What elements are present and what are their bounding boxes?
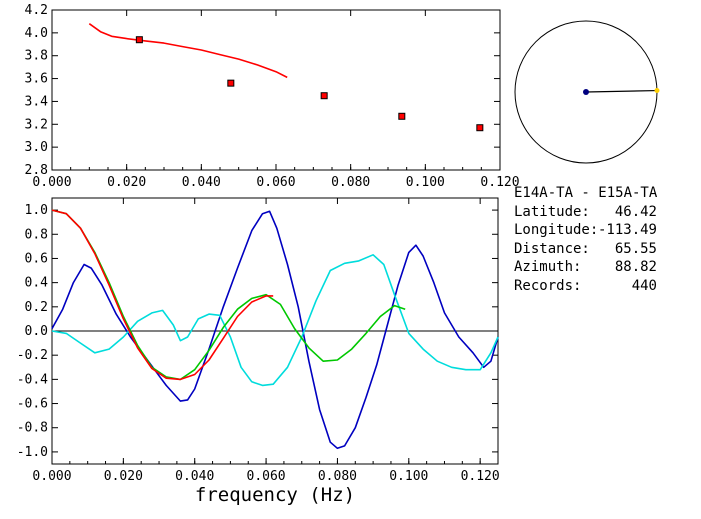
- y-tick-label: 4.2: [25, 3, 48, 18]
- data-point: [398, 112, 406, 120]
- y-tick-label: 0.0: [25, 324, 48, 339]
- y-tick-label: 0.6: [25, 251, 48, 266]
- y-tick-label: -0.8: [17, 421, 48, 436]
- info-value: 46.42: [614, 203, 657, 220]
- x-tick-label: 0.020: [104, 469, 143, 484]
- y-tick-label: -0.2: [17, 348, 48, 363]
- info-row: Distance: 65.55: [514, 240, 699, 259]
- series-line-2: [51, 209, 406, 381]
- info-value: 440: [631, 277, 657, 294]
- series-line-1: [51, 254, 499, 387]
- x-axis-label: frequency (Hz): [195, 484, 355, 506]
- info-row: Azimuth: 88.82: [514, 258, 699, 277]
- x-tick-label: 0.000: [32, 469, 71, 484]
- x-tick-label: 0.060: [256, 175, 295, 190]
- x-tick-label: 0.120: [480, 175, 519, 190]
- y-tick-label: -0.4: [17, 372, 48, 387]
- azimuth-circle-plot: [514, 20, 660, 164]
- data-point: [135, 36, 143, 44]
- info-key: Distance:: [514, 240, 590, 257]
- y-tick-label: 0.4: [25, 276, 49, 291]
- series-line-3: [51, 209, 274, 381]
- info-row: Latitude: 46.42: [514, 203, 699, 222]
- top-chart: 0.000 0.020 0.040 0.060 0.080 0.100 0.120 2.8 3.…: [25, 3, 520, 190]
- station-info-panel: E14A-TA - E15A-TA Latitude: 46.42 Longitud…: [514, 184, 699, 295]
- info-key: Latitude:: [514, 203, 590, 220]
- x-tick-label: 0.080: [318, 469, 357, 484]
- origin-dot: [583, 89, 589, 95]
- x-tick-label: 0.020: [107, 175, 146, 190]
- y-tick-label: 3.6: [25, 72, 48, 87]
- y-tick-label: 1.0: [25, 203, 48, 218]
- azimuth-line: [585, 89, 657, 93]
- y-tick-label: -0.6: [17, 397, 48, 412]
- x-tick-label: 0.000: [32, 175, 71, 190]
- info-row: Longitude: -113.49: [514, 221, 699, 240]
- bottom-chart: 0.000 0.020 0.040 0.060 0.080 0.100 0.120 1.0 0.…: [17, 197, 500, 506]
- y-tick-label: -1.0: [17, 445, 48, 460]
- y-tick-label: 3.0: [25, 140, 48, 155]
- y-tick-label: 3.4: [25, 94, 49, 109]
- info-key: Azimuth:: [514, 259, 582, 275]
- y-tick-label: 0.2: [25, 300, 48, 315]
- info-key: Records:: [514, 277, 582, 294]
- x-tick-label: 0.100: [389, 469, 428, 484]
- y-tick-label: 3.8: [25, 49, 48, 64]
- x-tick-label: 0.060: [247, 469, 286, 484]
- data-point: [227, 79, 235, 87]
- info-row: Records: 440: [514, 277, 699, 296]
- y-tick-label: 4.0: [25, 26, 48, 41]
- data-point: [320, 92, 328, 100]
- station-pair-title: E14A-TA - E15A-TA: [514, 185, 658, 201]
- x-tick-label: 0.040: [182, 175, 221, 190]
- info-value: 88.82: [614, 259, 657, 275]
- x-tick-label: 0.080: [331, 175, 370, 190]
- info-value: -113.49: [597, 222, 657, 238]
- info-key: Longitude:: [514, 222, 599, 238]
- x-tick-label: 0.120: [461, 469, 500, 484]
- y-tick-label: 2.8: [25, 163, 48, 178]
- x-tick-label: 0.100: [406, 175, 445, 190]
- plot-frame: [51, 9, 501, 171]
- data-point: [476, 124, 484, 132]
- series-line-0: [51, 210, 499, 450]
- y-tick-label: 0.8: [25, 227, 48, 242]
- azimuth-end-dot: [654, 88, 660, 94]
- series-line-0: [88, 23, 288, 79]
- x-tick-label: 0.040: [175, 469, 214, 484]
- y-tick-label: 3.2: [25, 117, 48, 132]
- info-value: 65.55: [614, 240, 657, 257]
